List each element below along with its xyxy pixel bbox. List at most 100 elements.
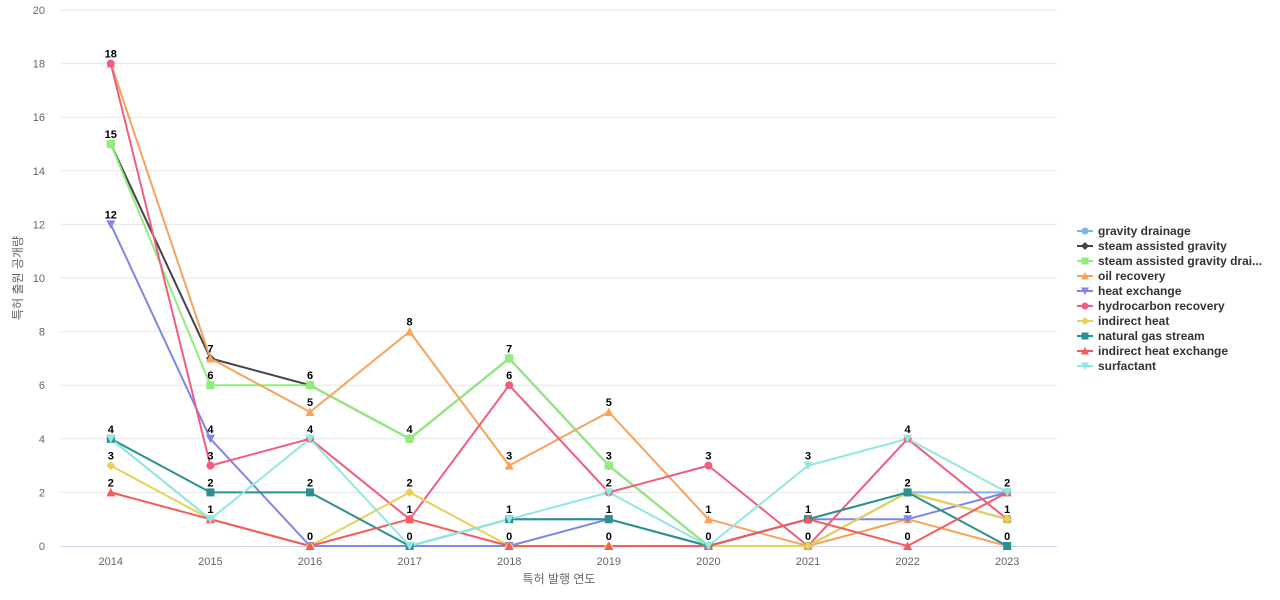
data-point-5-1 (206, 461, 215, 470)
legend-item-7[interactable]: natural gas stream (1077, 329, 1205, 343)
data-label: 5 (307, 397, 313, 409)
data-label: 2 (307, 477, 313, 489)
data-label: 8 (407, 317, 413, 329)
data-point-9-9 (1002, 488, 1012, 497)
y-tick-label: 10 (33, 273, 45, 285)
data-label: 7 (506, 343, 512, 355)
x-axis-ticks: 2014 2015 2016 2017 2018 2019 2020 2021 2022 2023 (99, 556, 1020, 568)
data-label: 2 (207, 477, 213, 489)
data-label: 4 (307, 424, 314, 436)
legend-symbol (1081, 287, 1089, 295)
data-point-2-0 (106, 140, 115, 148)
y-tick-label: 20 (33, 5, 45, 17)
legend-item-6[interactable]: indirect heat (1077, 314, 1169, 328)
x-tick-label: 2015 (198, 556, 222, 568)
data-point-4-8 (903, 515, 913, 524)
data-point-7-5 (604, 515, 613, 524)
data-point-5-0 (106, 59, 115, 68)
data-point-9-7 (803, 461, 813, 471)
y-tick-label: 6 (39, 380, 45, 392)
series-line-9 (110, 437, 1008, 547)
data-point-6-7 (803, 541, 813, 551)
x-tick-label: 2023 (995, 556, 1019, 568)
data-point-2-4 (505, 354, 514, 363)
series-line-1 (109, 143, 1008, 547)
data-labels: 1815124327643216542084210763105321031031… (105, 49, 1011, 543)
legend-item-1[interactable]: steam assisted gravity (1077, 239, 1227, 253)
data-point-8-2 (305, 541, 315, 550)
series-line-3 (109, 63, 1008, 547)
series-lines (109, 63, 1008, 547)
grid-lines (61, 9, 1057, 493)
data-point-5-6 (704, 461, 713, 470)
legend-item-5[interactable]: hydrocarbon recovery (1077, 299, 1225, 313)
legend-label: heat exchange (1098, 284, 1182, 298)
legend-label: surfactant (1098, 359, 1156, 373)
data-point-3-3 (405, 327, 415, 336)
legend-item-2[interactable]: steam assisted gravity drai... (1077, 254, 1262, 268)
data-label: 1 (705, 504, 711, 516)
legend-symbol (1081, 362, 1089, 370)
data-point-2-3 (405, 434, 414, 443)
legend-symbol (1081, 332, 1089, 340)
data-point-9-1 (205, 515, 215, 524)
data-label: 2 (407, 477, 413, 489)
legend-symbol (1081, 227, 1089, 235)
data-label: 4 (207, 424, 214, 436)
series-line-7 (110, 437, 1008, 547)
data-point-3-2 (305, 407, 315, 416)
data-point-9-6 (703, 542, 713, 551)
data-label: 6 (506, 370, 512, 382)
data-label: 4 (108, 424, 115, 436)
y-tick-label: 14 (33, 166, 45, 178)
x-axis-title: 특허 발행 연도 (523, 571, 596, 586)
data-label: 1 (606, 504, 612, 516)
data-label: 1 (207, 504, 213, 516)
data-label: 2 (905, 477, 911, 489)
data-point-9-2 (305, 434, 315, 444)
data-point-4-1 (205, 434, 215, 444)
legend-item-9[interactable]: surfactant (1077, 359, 1156, 373)
y-tick-label: 2 (39, 487, 45, 499)
data-label: 3 (705, 451, 711, 463)
data-label: 1 (805, 504, 811, 516)
data-point-3-6 (703, 514, 713, 524)
legend-symbol (1081, 272, 1089, 280)
data-point-9-8 (903, 434, 913, 444)
legend-label: indirect heat exchange (1098, 344, 1228, 358)
data-point-3-1 (205, 353, 215, 363)
data-label: 7 (207, 343, 213, 355)
legend-label: indirect heat (1098, 314, 1169, 328)
y-tick-label: 16 (33, 112, 45, 124)
legend-label: hydrocarbon recovery (1098, 299, 1225, 313)
data-point-6-9 (1002, 514, 1012, 524)
legend-item-8[interactable]: indirect heat exchange (1077, 344, 1228, 358)
data-label: 12 (105, 209, 117, 221)
legend-symbol (1081, 347, 1089, 355)
data-point-4-0 (106, 220, 116, 229)
x-tick-label: 2019 (597, 556, 621, 568)
y-tick-label: 0 (39, 541, 45, 553)
data-point-2-5 (604, 461, 613, 470)
legend-item-3[interactable]: oil recovery (1077, 269, 1166, 283)
x-tick-label: 2017 (397, 556, 421, 568)
legend-label: steam assisted gravity drai... (1098, 254, 1262, 268)
legend-label: oil recovery (1098, 269, 1166, 283)
data-point-6-0 (106, 461, 116, 471)
legend-symbol (1081, 257, 1089, 265)
series-line-2 (109, 143, 1008, 547)
data-label: 3 (805, 451, 811, 463)
series-line-5 (109, 63, 1008, 547)
x-tick-label: 2016 (298, 556, 322, 568)
data-label: 3 (506, 451, 512, 463)
y-tick-label: 18 (33, 59, 45, 71)
legend-item-0[interactable]: gravity drainage (1077, 224, 1191, 238)
data-label: 2 (108, 477, 114, 489)
data-label: 4 (407, 424, 414, 436)
legend-label: steam assisted gravity (1098, 239, 1227, 253)
legend-item-4[interactable]: heat exchange (1077, 284, 1182, 298)
data-point-9-3 (405, 542, 415, 551)
data-label: 3 (606, 451, 612, 463)
